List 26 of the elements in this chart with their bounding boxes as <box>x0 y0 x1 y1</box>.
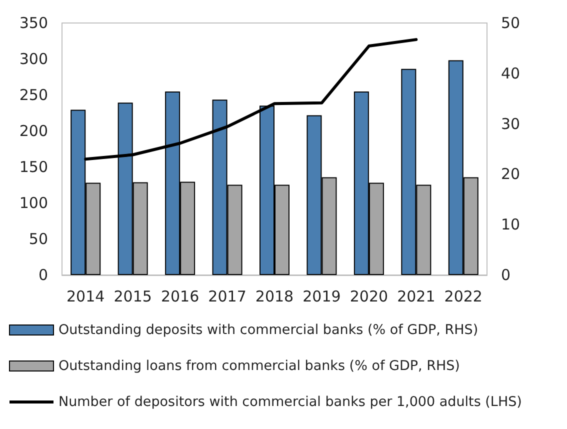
x-tick-label: 2020 <box>350 288 388 306</box>
y-tick-label: 200 <box>19 122 48 140</box>
y2-tick-label: 20 <box>501 165 520 184</box>
x-tick-label: 2019 <box>302 288 341 306</box>
y2-tick-label: 10 <box>501 216 520 234</box>
x-tick-label: 2017 <box>208 288 246 306</box>
x-tick-label: 2021 <box>397 288 436 306</box>
x-tick-label: 2022 <box>444 288 482 306</box>
y-tick-label: 250 <box>19 86 48 104</box>
y2-tick-label: 50 <box>501 14 520 32</box>
x-tick-label: 2015 <box>114 288 152 306</box>
x-tick-label: 2016 <box>160 288 200 306</box>
y2-tick-label: 40 <box>501 64 520 82</box>
x-tick-label: 2014 <box>66 288 105 306</box>
y-tick-label: 0 <box>38 266 48 284</box>
x-tick-label: 2018 <box>255 288 294 306</box>
y-tick-label: 150 <box>19 158 48 176</box>
legend-label: Outstanding loans from commercial banks (% of GDP, RHS) <box>58 358 460 374</box>
y-tick-label: 100 <box>19 194 48 212</box>
y-tick-label: 300 <box>19 50 48 68</box>
y-tick-label: 50 <box>28 230 48 248</box>
y2-tick-label: 30 <box>501 114 520 133</box>
y-tick-label: 350 <box>19 14 48 32</box>
y2-tick-label: 0 <box>501 266 511 284</box>
legend-label: Outstanding deposits with commercial banks (% of GDP, RHS) <box>58 322 478 338</box>
legend-label: Number of depositors with commercial banks per 1,000 adults (LHS) <box>58 394 522 410</box>
